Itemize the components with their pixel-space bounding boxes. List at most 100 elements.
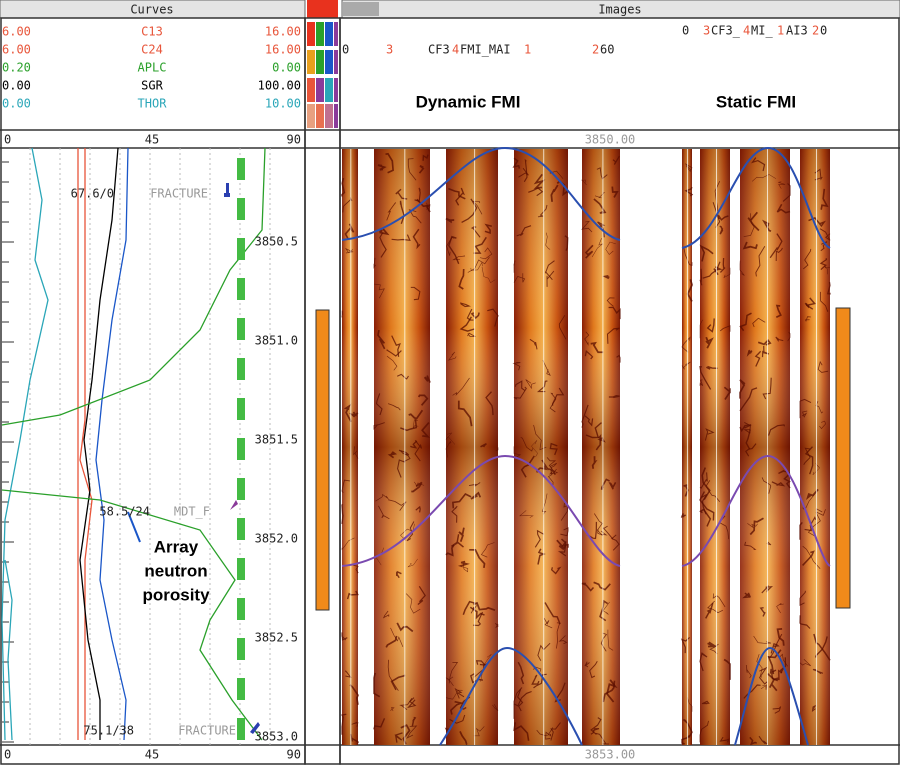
crack	[375, 393, 383, 416]
crack	[699, 720, 709, 743]
crack	[544, 260, 555, 281]
crack	[379, 228, 390, 236]
crack	[421, 422, 431, 438]
crack	[452, 255, 466, 261]
crack	[749, 517, 764, 536]
crack	[373, 718, 386, 730]
crack	[390, 627, 404, 648]
image-shade	[446, 149, 498, 745]
crack	[747, 523, 758, 529]
crack	[762, 377, 772, 400]
crack	[806, 488, 819, 501]
header-token: MI_	[751, 24, 773, 38]
scrollbar[interactable]	[315, 309, 330, 611]
fracture-markers	[224, 183, 260, 734]
crack	[469, 548, 486, 569]
crack	[684, 186, 694, 197]
crack	[681, 361, 691, 370]
crack	[608, 306, 621, 320]
crack	[445, 676, 454, 686]
annotation: FRACTURE	[150, 187, 208, 201]
crack	[546, 457, 557, 471]
header-token: 2	[592, 43, 599, 57]
crack	[457, 400, 473, 427]
callout-line: porosity	[142, 585, 210, 604]
depth-label: 3851.5	[255, 433, 298, 447]
crack	[407, 697, 417, 709]
crack	[584, 350, 594, 360]
crack	[749, 736, 758, 746]
crack	[719, 736, 730, 743]
curve-name: SGR	[141, 79, 163, 93]
crack	[742, 241, 758, 250]
crack	[399, 200, 405, 225]
crack	[584, 331, 590, 346]
color-header	[307, 0, 338, 18]
crack	[445, 544, 455, 557]
crack	[772, 706, 782, 714]
depth-label: 3851.0	[255, 334, 298, 348]
curve-max: 10.00	[265, 97, 301, 111]
crack	[414, 187, 421, 203]
crack	[449, 700, 465, 715]
scrollbar[interactable]	[835, 307, 851, 609]
crack	[412, 228, 421, 250]
crack	[595, 434, 602, 451]
crack	[705, 602, 714, 619]
crack	[351, 564, 359, 574]
fmi-images	[340, 149, 831, 746]
crack	[771, 481, 786, 487]
crack	[455, 187, 465, 206]
header-token: 0	[682, 24, 689, 38]
image-shade	[582, 149, 620, 745]
crack	[699, 319, 703, 339]
crack	[723, 267, 731, 279]
crack	[417, 394, 429, 406]
crack	[608, 482, 617, 490]
crack	[537, 204, 548, 218]
crack	[589, 661, 598, 679]
crack	[699, 379, 704, 387]
crack	[581, 582, 595, 592]
crack	[761, 477, 772, 494]
crack	[485, 391, 494, 416]
crack	[426, 202, 431, 212]
crack	[395, 188, 408, 200]
crack	[395, 570, 402, 579]
crack	[411, 716, 417, 727]
depth-bottom: 3853.00	[585, 748, 636, 762]
crack	[377, 329, 386, 350]
scroll-arrows[interactable]	[343, 2, 379, 16]
crack	[390, 707, 395, 712]
crack	[745, 443, 757, 457]
image-header-dynamic: 0 3 CF3 4 FMI_MAI 1 2 60	[342, 43, 614, 57]
crack	[484, 223, 492, 235]
crack	[739, 312, 752, 332]
crack	[534, 529, 544, 548]
crack	[608, 394, 620, 399]
curve-name: THOR	[138, 97, 168, 111]
crack	[344, 670, 352, 678]
crack	[607, 629, 614, 651]
crack	[418, 165, 425, 174]
crack	[758, 666, 768, 685]
crack	[761, 219, 772, 232]
annotation: MDT_F	[174, 505, 210, 519]
crack	[782, 183, 791, 202]
crack	[467, 256, 490, 273]
crack	[411, 481, 423, 493]
curve-min: 6.00	[2, 25, 31, 39]
crack	[799, 398, 812, 419]
crack	[686, 279, 693, 302]
crack	[820, 291, 829, 312]
crack	[340, 713, 347, 735]
crack	[753, 635, 772, 644]
crack	[581, 404, 589, 428]
crack	[480, 542, 495, 558]
crack	[560, 527, 569, 537]
crack	[769, 233, 783, 259]
crack	[373, 672, 381, 698]
crack	[750, 157, 766, 172]
crack	[593, 581, 611, 591]
